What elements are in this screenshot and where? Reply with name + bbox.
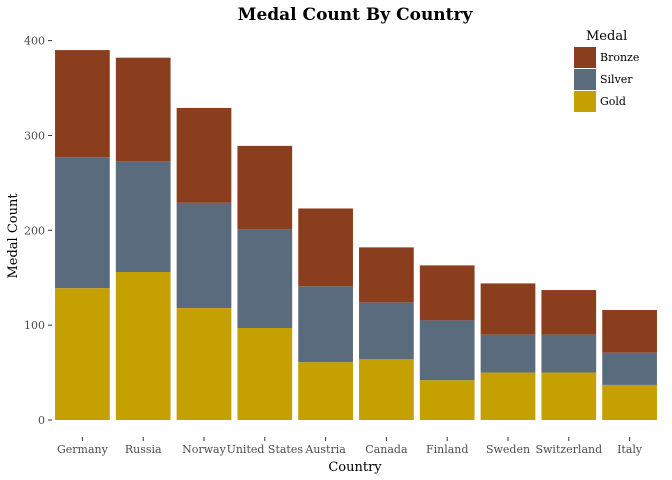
x-tick-label: Finland [426, 443, 468, 456]
bar-silver-sweden [480, 334, 536, 373]
y-tick-label: 0 [38, 414, 45, 427]
bar-silver-austria [298, 286, 353, 363]
bar-bronze-germany [55, 50, 110, 158]
legend-label-gold: Gold [600, 95, 626, 108]
x-tick-label: Italy [617, 443, 643, 456]
x-tick-label: Canada [365, 443, 408, 456]
bar-silver-norway [176, 202, 232, 309]
bar-silver-russia [115, 161, 171, 273]
bars-group [55, 50, 657, 420]
legend-title: Medal [586, 29, 627, 44]
legend-swatch-silver [574, 69, 596, 90]
x-tick-label: Switzerland [535, 443, 602, 456]
x-tick-label: Germany [57, 443, 109, 456]
bar-bronze-switzerland [541, 290, 597, 335]
bar-gold-italy [602, 384, 657, 420]
bar-silver-united-states [237, 229, 293, 328]
bar-gold-finland [419, 380, 475, 420]
bar-bronze-sweden [480, 283, 536, 335]
bar-gold-austria [298, 362, 353, 420]
bar-silver-germany [55, 157, 110, 289]
bar-bronze-italy [602, 309, 657, 353]
y-tick-label: 400 [24, 35, 45, 48]
x-axis: Germany Russia Norway United States Austria C… [57, 437, 643, 456]
x-axis-title: Country [328, 460, 382, 475]
legend-label-bronze: Bronze [600, 51, 639, 64]
legend: Medal Bronze Silver Gold [574, 29, 639, 112]
legend-swatch-bronze [574, 47, 596, 68]
bar-silver-canada [359, 302, 414, 360]
x-tick-label: Russia [125, 443, 162, 456]
bar-gold-germany [55, 288, 110, 420]
bar-gold-russia [115, 272, 171, 420]
bar-silver-finland [419, 320, 475, 381]
legend-swatch-gold [574, 91, 596, 112]
x-tick-label: Norway [182, 443, 226, 456]
chart-title: Medal Count By Country [238, 5, 474, 25]
bar-bronze-russia [115, 57, 171, 162]
x-tick-label: Sweden [486, 443, 530, 456]
x-tick-label: United States [227, 443, 304, 456]
bar-silver-italy [602, 352, 657, 385]
y-axis: 0 100 200 300 400 [24, 35, 52, 427]
bar-bronze-norway [176, 107, 232, 203]
bar-gold-switzerland [541, 372, 597, 420]
bar-bronze-united-states [237, 145, 293, 230]
y-tick-label: 200 [24, 224, 45, 237]
bar-gold-sweden [480, 372, 536, 420]
bar-bronze-austria [298, 208, 353, 287]
y-tick-label: 300 [24, 129, 45, 142]
bar-bronze-finland [419, 265, 475, 321]
bar-gold-norway [176, 308, 232, 420]
y-tick-label: 100 [24, 319, 45, 332]
bar-gold-united-states [237, 328, 293, 420]
bar-silver-switzerland [541, 334, 597, 373]
bar-gold-canada [359, 359, 414, 420]
bar-bronze-canada [359, 247, 414, 303]
y-axis-title: Medal Count [6, 193, 21, 279]
legend-label-silver: Silver [600, 73, 633, 86]
x-tick-label: Austria [304, 443, 346, 456]
